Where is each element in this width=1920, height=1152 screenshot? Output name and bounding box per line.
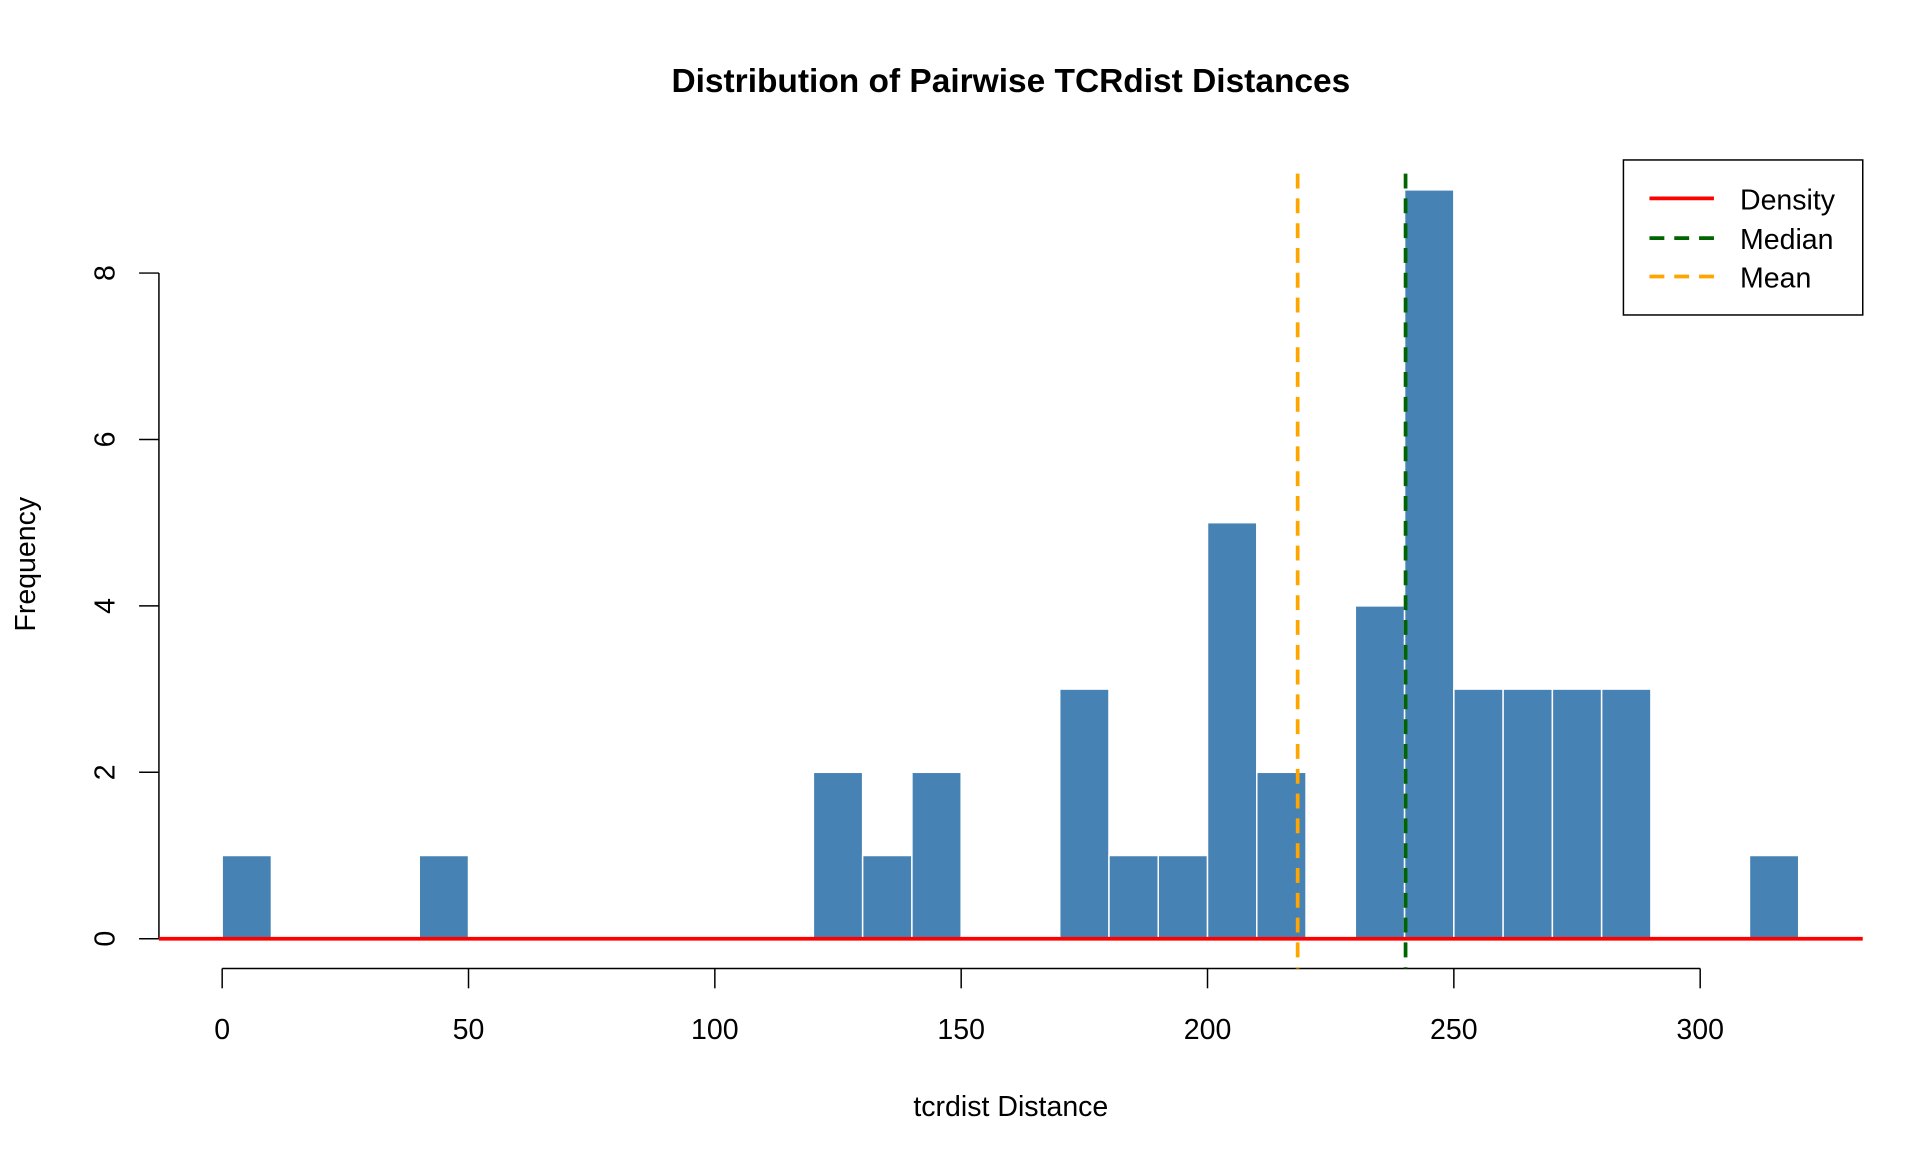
histogram-bar: [1354, 605, 1406, 940]
histogram-bar: [1058, 688, 1110, 940]
histogram-bar: [418, 854, 470, 940]
legend-mean-label: Mean: [1740, 263, 1811, 295]
histogram-bar: [1403, 189, 1455, 940]
histogram-bar: [911, 771, 962, 940]
y-tick-label: 0: [89, 931, 121, 947]
histogram-bar: [1157, 854, 1209, 940]
histogram-bar: [1502, 688, 1554, 940]
legend-density-label: Density: [1740, 185, 1836, 217]
bars: [221, 189, 1800, 940]
histogram-bar: [1551, 688, 1603, 940]
x-axis-label: tcrdist Distance: [913, 1091, 1108, 1123]
histogram-bar: [812, 771, 864, 940]
histogram-bar: [1748, 854, 1800, 940]
x-tick-label: 0: [214, 1014, 230, 1046]
chart-title: Distribution of Pairwise TCRdist Distanc…: [671, 63, 1350, 100]
x-tick-label: 250: [1430, 1014, 1478, 1046]
histogram-bar: [1108, 854, 1159, 940]
y-tick-label: 2: [89, 764, 121, 780]
y-tick-label: 4: [89, 598, 121, 614]
y-tick-label: 8: [89, 265, 121, 281]
axes: 0 50 100 150 200 250 300 0 2 4 6 8: [89, 265, 1724, 1046]
reference-lines: [158, 173, 1863, 969]
histogram-bar: [1453, 688, 1504, 940]
x-tick-label: 100: [691, 1014, 739, 1046]
y-tick-label: 6: [89, 432, 121, 448]
legend-median-label: Median: [1740, 224, 1834, 256]
histogram-bar: [1206, 521, 1258, 940]
y-axis-label: Frequency: [10, 496, 42, 631]
histogram-bar: [861, 854, 913, 940]
x-tick-label: 150: [937, 1014, 985, 1046]
x-tick-label: 200: [1184, 1014, 1232, 1046]
x-tick-label: 50: [453, 1014, 485, 1046]
histogram-bar: [221, 854, 273, 940]
histogram-bar: [1600, 688, 1652, 940]
x-tick-label: 300: [1676, 1014, 1724, 1046]
legend: Density Median Mean: [1622, 159, 1864, 316]
